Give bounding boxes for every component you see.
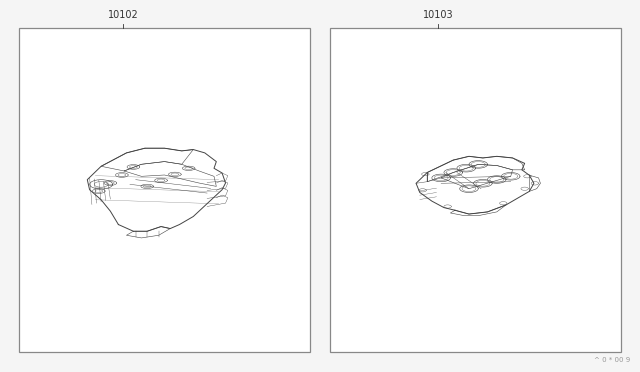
Text: 10102: 10102 <box>108 10 138 20</box>
Bar <box>19 28 310 352</box>
Text: ^ 0 * 00 9: ^ 0 * 00 9 <box>594 357 630 363</box>
Text: 10103: 10103 <box>423 10 454 20</box>
Bar <box>330 28 621 352</box>
